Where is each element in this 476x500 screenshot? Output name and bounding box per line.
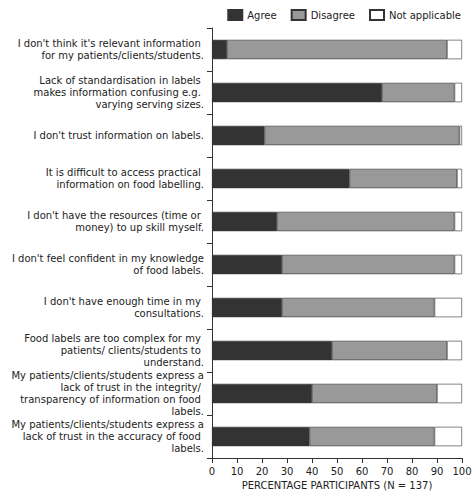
svg-text:of food labels.: of food labels. bbox=[130, 265, 204, 276]
svg-text:I don't have the resources (ti: I don't have the resources (time or bbox=[27, 210, 204, 221]
svg-text:I don't think it's relevant in: I don't think it's relevant information bbox=[18, 38, 204, 49]
svg-text:transparency of information on: transparency of information on food bbox=[20, 394, 204, 405]
svg-text:understand.: understand. bbox=[144, 357, 204, 368]
svg-text:100: 100 bbox=[452, 466, 471, 477]
svg-text:Disagree: Disagree bbox=[311, 10, 355, 21]
svg-text:labels.: labels. bbox=[171, 443, 204, 454]
svg-text:labels.: labels. bbox=[171, 406, 204, 417]
svg-text:money) to up skill myself.: money) to up skill myself. bbox=[75, 222, 204, 233]
svg-text:My patients/clients/students e: My patients/clients/students express a bbox=[11, 419, 204, 430]
svg-text:60: 60 bbox=[356, 466, 369, 477]
svg-text:80: 80 bbox=[406, 466, 419, 477]
svg-text:I don't trust information on l: I don't trust information on labels. bbox=[33, 130, 204, 141]
svg-text:Lack of standardisation in lab: Lack of standardisation in labels bbox=[39, 75, 204, 86]
svg-text:varying serving sizes.: varying serving sizes. bbox=[95, 99, 204, 110]
svg-text:It is difficult to access prac: It is difficult to access practical bbox=[46, 167, 204, 178]
svg-text:90: 90 bbox=[431, 466, 444, 477]
svg-text:lack of trust in the integrity: lack of trust in the integrity/ bbox=[57, 382, 204, 393]
svg-text:Agree: Agree bbox=[247, 10, 276, 21]
svg-text:makes information confusing e.: makes information confusing e.g. bbox=[34, 87, 204, 98]
svg-text:40: 40 bbox=[306, 466, 319, 477]
svg-text:Not applicable: Not applicable bbox=[389, 10, 461, 21]
svg-text:My patients/clients/students e: My patients/clients/students express a bbox=[11, 370, 204, 381]
svg-text:I don't feel confident in my k: I don't feel confident in my knowledge bbox=[12, 253, 204, 264]
svg-text:PERCENTAGE PARTICIPANTS (N = 1: PERCENTAGE PARTICIPANTS (N = 137) bbox=[242, 480, 433, 491]
svg-text:for my patients/clients/studen: for my patients/clients/students. bbox=[41, 50, 204, 61]
svg-text:lack of trust in the accuracy: lack of trust in the accuracy of food bbox=[20, 431, 204, 442]
svg-text:information on food labelling.: information on food labelling. bbox=[57, 179, 204, 190]
svg-text:consultations.: consultations. bbox=[134, 308, 204, 319]
svg-text:70: 70 bbox=[381, 466, 394, 477]
svg-text:I don't have enough time in my: I don't have enough time in my bbox=[44, 296, 204, 307]
svg-text:Food labels are too complex fo: Food labels are too complex for my bbox=[24, 333, 204, 344]
svg-text:0: 0 bbox=[209, 466, 215, 477]
svg-text:patients/ clients/students to: patients/ clients/students to bbox=[61, 345, 204, 356]
svg-text:50: 50 bbox=[331, 466, 344, 477]
svg-text:10: 10 bbox=[231, 466, 244, 477]
svg-text:30: 30 bbox=[281, 466, 294, 477]
svg-text:20: 20 bbox=[256, 466, 269, 477]
